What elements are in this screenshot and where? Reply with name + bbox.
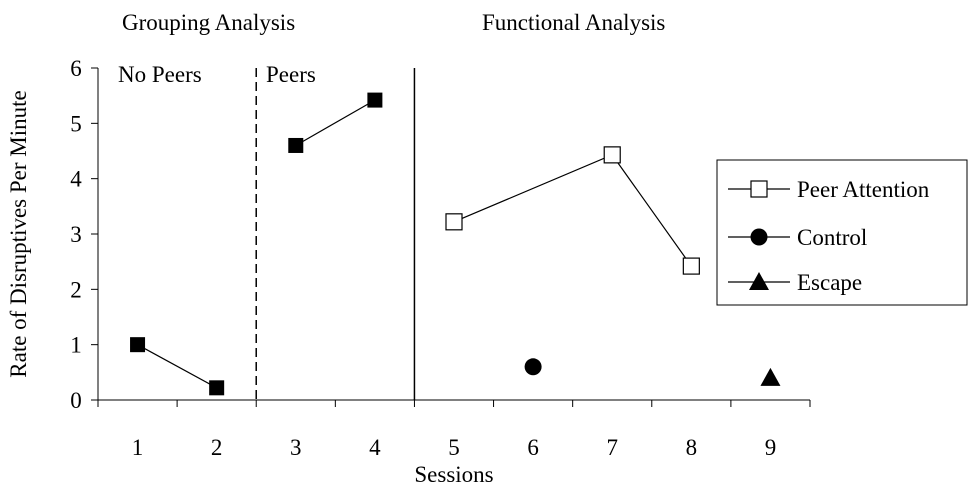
- functional-series-0: [445, 146, 700, 275]
- legend: Peer Attention Control Escape: [716, 159, 968, 306]
- x-tick-label: 2: [211, 435, 223, 460]
- phase-lines: [255, 68, 416, 400]
- y-tick-label: 6: [70, 56, 82, 81]
- x-tick-label: 3: [290, 435, 302, 460]
- phase-title-functional: Functional Analysis: [482, 10, 665, 35]
- y-tick-label: 3: [70, 222, 82, 247]
- x-tick-label: 6: [527, 435, 539, 460]
- axes: 0 1 2 3 4 5 6 1 2 3 4 5 6 7 8 9: [70, 56, 811, 460]
- legend-entry: Control: [728, 225, 867, 250]
- functional-series-point: [524, 358, 542, 376]
- y-tick-label: 4: [70, 167, 82, 192]
- functional-series-point: [760, 367, 781, 386]
- legend-label: Escape: [797, 270, 862, 295]
- y-tick-label: 0: [70, 388, 82, 413]
- x-axis-title: Sessions: [414, 462, 493, 487]
- y-axis-title: Rate of Disruptives Per Minute: [6, 90, 31, 377]
- x-tick-label: 9: [765, 435, 777, 460]
- legend-marker: [750, 180, 768, 198]
- grouping-series-point: [130, 337, 146, 353]
- legend-label: Peer Attention: [797, 177, 930, 202]
- functional-series-point: [603, 146, 621, 164]
- y-tick-label: 2: [70, 277, 82, 302]
- legend-marker: [749, 272, 769, 290]
- legend-label: Control: [797, 225, 867, 250]
- x-tick-label: 8: [686, 435, 698, 460]
- functional-series-point: [445, 213, 463, 231]
- legend-marker: [750, 228, 768, 246]
- x-tick-label: 5: [448, 435, 460, 460]
- x-tick-label: 7: [606, 435, 618, 460]
- x-tick-label: 4: [369, 435, 381, 460]
- grouping-series-point: [367, 92, 383, 108]
- legend-entry: Peer Attention: [728, 177, 930, 202]
- legend-entry: Escape: [728, 270, 862, 295]
- grouping-series-point: [288, 137, 304, 153]
- grouping-series-0: [130, 337, 225, 396]
- y-tick-label: 5: [70, 111, 82, 136]
- grouping-series-1: [288, 92, 383, 153]
- phase-title-grouping: Grouping Analysis: [122, 10, 295, 35]
- grouping-series-line: [137, 344, 217, 389]
- x-tick-label: 1: [132, 435, 144, 460]
- functional-series-1: [524, 358, 542, 376]
- y-tick-label: 1: [70, 333, 82, 358]
- grouping-series-point: [209, 380, 225, 396]
- functional-series-point: [682, 257, 700, 275]
- functional-series-2: [760, 367, 781, 386]
- functional-series-line: [453, 154, 692, 267]
- condition-label-no-peers: No Peers: [118, 62, 202, 87]
- series-layer: [130, 92, 781, 396]
- grouping-series-line: [295, 99, 376, 146]
- condition-label-peers: Peers: [266, 62, 316, 87]
